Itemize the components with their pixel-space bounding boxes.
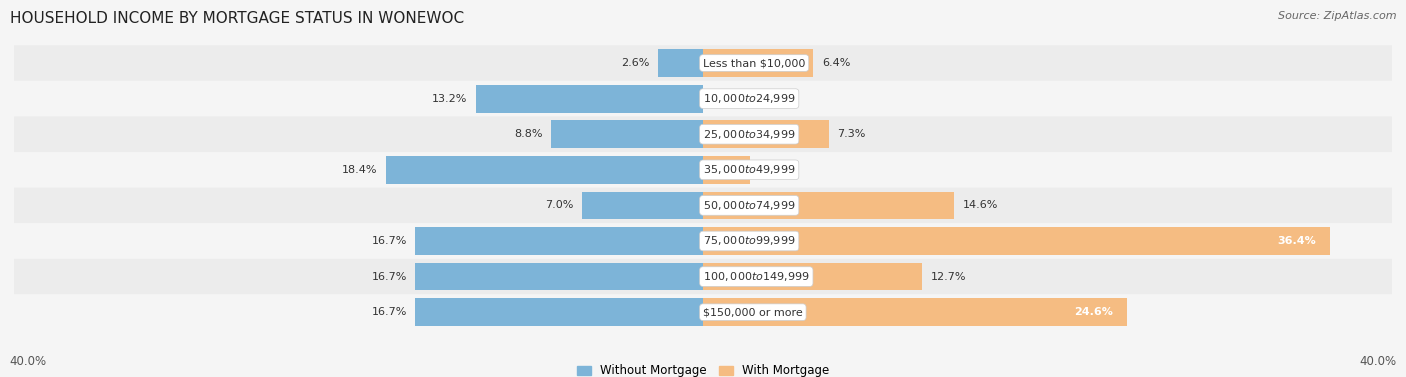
- Text: 40.0%: 40.0%: [10, 356, 46, 368]
- Text: $10,000 to $24,999: $10,000 to $24,999: [703, 92, 796, 105]
- Text: 24.6%: 24.6%: [1074, 307, 1114, 317]
- Bar: [703, 49, 813, 77]
- FancyBboxPatch shape: [14, 116, 1392, 152]
- Text: 14.6%: 14.6%: [963, 201, 998, 210]
- FancyBboxPatch shape: [14, 259, 1392, 294]
- Text: 6.4%: 6.4%: [823, 58, 851, 68]
- Text: Source: ZipAtlas.com: Source: ZipAtlas.com: [1278, 11, 1396, 21]
- Bar: [658, 49, 703, 77]
- Text: 16.7%: 16.7%: [371, 307, 406, 317]
- Text: $35,000 to $49,999: $35,000 to $49,999: [703, 163, 796, 176]
- Bar: [703, 263, 922, 290]
- Text: 16.7%: 16.7%: [371, 236, 406, 246]
- Bar: [703, 192, 955, 219]
- Text: $50,000 to $74,999: $50,000 to $74,999: [703, 199, 796, 212]
- Text: $75,000 to $99,999: $75,000 to $99,999: [703, 234, 796, 247]
- Bar: [703, 156, 749, 184]
- Text: 18.4%: 18.4%: [342, 165, 377, 175]
- Text: 2.7%: 2.7%: [758, 165, 786, 175]
- Text: 13.2%: 13.2%: [432, 93, 467, 104]
- Legend: Without Mortgage, With Mortgage: Without Mortgage, With Mortgage: [576, 365, 830, 377]
- Text: $150,000 or more: $150,000 or more: [703, 307, 803, 317]
- Bar: [703, 120, 828, 148]
- Bar: [475, 85, 703, 112]
- Bar: [703, 227, 1330, 255]
- Text: 7.0%: 7.0%: [546, 201, 574, 210]
- Bar: [703, 298, 1126, 326]
- FancyBboxPatch shape: [14, 294, 1392, 330]
- Bar: [387, 156, 703, 184]
- Text: $100,000 to $149,999: $100,000 to $149,999: [703, 270, 810, 283]
- FancyBboxPatch shape: [14, 223, 1392, 259]
- FancyBboxPatch shape: [14, 45, 1392, 81]
- Text: HOUSEHOLD INCOME BY MORTGAGE STATUS IN WONEWOC: HOUSEHOLD INCOME BY MORTGAGE STATUS IN W…: [10, 11, 464, 26]
- Text: 12.7%: 12.7%: [931, 271, 966, 282]
- Bar: [415, 298, 703, 326]
- Text: Less than $10,000: Less than $10,000: [703, 58, 806, 68]
- Text: 2.6%: 2.6%: [621, 58, 650, 68]
- Bar: [551, 120, 703, 148]
- Bar: [415, 263, 703, 290]
- Bar: [415, 227, 703, 255]
- Text: $25,000 to $34,999: $25,000 to $34,999: [703, 128, 796, 141]
- Text: 8.8%: 8.8%: [515, 129, 543, 139]
- FancyBboxPatch shape: [14, 81, 1392, 116]
- Text: 40.0%: 40.0%: [1360, 356, 1396, 368]
- Text: 36.4%: 36.4%: [1278, 236, 1316, 246]
- Text: 16.7%: 16.7%: [371, 271, 406, 282]
- Text: 0.0%: 0.0%: [711, 93, 740, 104]
- FancyBboxPatch shape: [14, 152, 1392, 188]
- Bar: [582, 192, 703, 219]
- FancyBboxPatch shape: [14, 188, 1392, 223]
- Text: 7.3%: 7.3%: [838, 129, 866, 139]
